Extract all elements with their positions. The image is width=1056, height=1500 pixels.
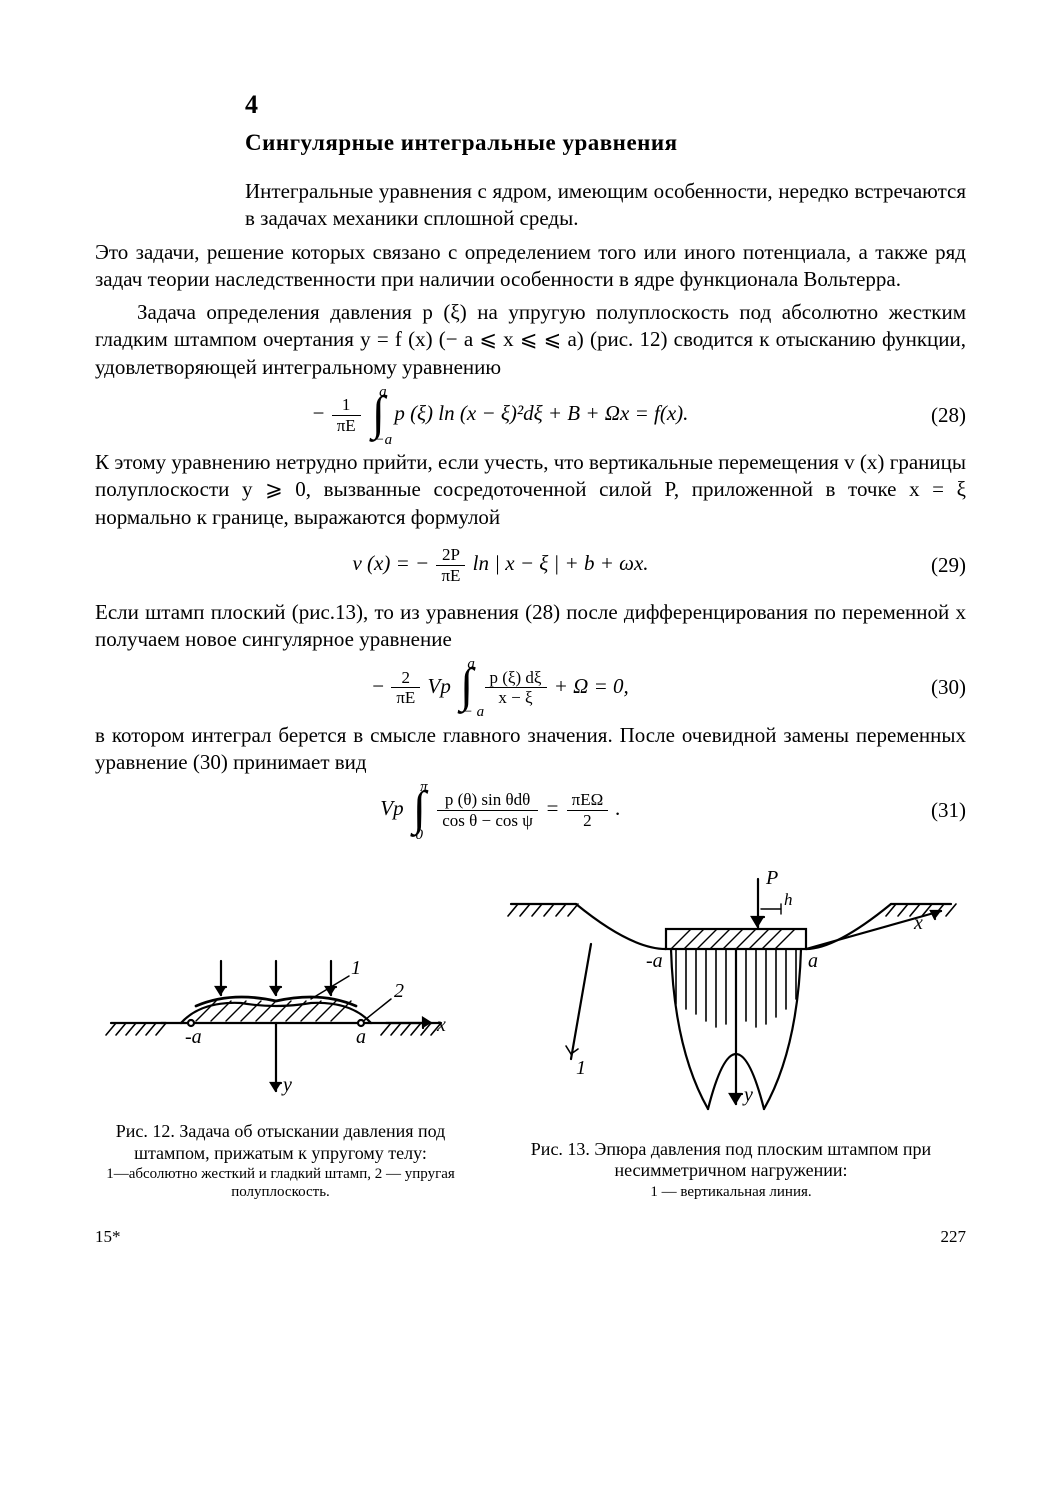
- eq30-frac1-den: πE: [391, 688, 420, 708]
- fig12-label-1: 1: [351, 957, 361, 979]
- eq29-tail: ln | x − ξ | + b + ωx.: [473, 551, 649, 575]
- figure-12-svg: 1 2 -a a x y: [101, 931, 461, 1111]
- equation-29: v (x) = − 2PπE ln | x − ξ | + b + ωx. (2…: [95, 545, 966, 585]
- fig12-label-x: x: [436, 1014, 446, 1036]
- equation-31: Vp π ∫ 0 p (θ) sin θdθcos θ − cos ψ = πE…: [95, 790, 966, 830]
- fig13-label-h: h: [784, 890, 793, 909]
- equation-30: − 2πE Vp a ∫ − a p (ξ) dξx − ξ + Ω = 0, …: [95, 668, 966, 708]
- equation-28: − 1πE a ∫ −a p (ξ) ln (x − ξ)²dξ + B + Ω…: [95, 395, 966, 435]
- eq31-frac2-den: 2: [567, 811, 609, 831]
- paragraph-4: Если штамп плоский (рис.13), то из уравн…: [95, 599, 966, 654]
- eq28-frac-den: πE: [332, 416, 361, 436]
- integral-sign: π ∫ 0: [413, 791, 426, 830]
- eq30-tail: + Ω = 0,: [554, 674, 629, 698]
- fig13-label-x: x: [913, 912, 923, 934]
- eq31-frac2-num: πEΩ: [567, 790, 609, 811]
- figure-13: P h -a a x y 1 Рис. 13. Эпюра давления п…: [496, 849, 966, 1201]
- eq28-tail: + B + Ωx = f(x).: [548, 401, 689, 425]
- eq28-frac-num: 1: [332, 395, 361, 416]
- eq31-mid: =: [545, 796, 564, 820]
- eq30-frac2-num: p (ξ) dξ: [485, 668, 547, 689]
- eq30-mid: Vp: [428, 674, 457, 698]
- page-footer: 15* 227: [95, 1227, 966, 1247]
- fig12-label-2: 2: [394, 980, 404, 1002]
- fig12-label-minus-a: -a: [185, 1026, 202, 1048]
- paragraph-5: в котором интеграл берется в смысле глав…: [95, 722, 966, 777]
- eq31-frac1-den: cos θ − cos ψ: [437, 811, 538, 831]
- fig13-label-1: 1: [576, 1057, 586, 1079]
- page: 4 Сингулярные интегральные уравнения Инт…: [0, 0, 1056, 1500]
- fig13-label-y: y: [742, 1084, 753, 1106]
- chapter-title: Сингулярные интегральные уравнения: [245, 130, 966, 156]
- paragraph-2: Задача определения давления p (ξ) на упр…: [95, 299, 966, 381]
- eq28-integrand: p (ξ) ln (x − ξ)²dξ: [394, 401, 542, 425]
- eq30-frac1-num: 2: [391, 668, 420, 689]
- eq30-frac2-den: x − ξ: [485, 688, 547, 708]
- paragraph-lead-cont: Это задачи, решение которых связано с оп…: [95, 239, 966, 294]
- integral-sign: a ∫ − a: [460, 668, 473, 707]
- fig12-caption: Рис. 12. Задача об отыскании давления по…: [95, 1121, 466, 1164]
- fig12-label-y: y: [281, 1074, 292, 1096]
- eq29-lead: v (x) = −: [352, 551, 434, 575]
- footer-right: 227: [941, 1227, 967, 1247]
- eq31-number: (31): [906, 798, 966, 823]
- paragraph-lead: Интегральные уравнения с ядром, имеющим …: [95, 178, 966, 233]
- chapter-number: 4: [245, 90, 966, 120]
- eq29-frac-num: 2P: [436, 545, 465, 566]
- figures-row: 1 2 -a a x y Рис. 12. Задача об отыскани…: [95, 849, 966, 1201]
- figure-13-svg: P h -a a x y 1: [496, 849, 966, 1129]
- fig13-caption: Рис. 13. Эпюра давления под плоским штам…: [496, 1139, 966, 1182]
- lead-line: Интегральные уравнения с ядром, имеющим …: [245, 178, 966, 233]
- fig12-label-a: a: [356, 1026, 366, 1048]
- integral-sign: a ∫ −a: [372, 396, 385, 435]
- eq31-frac1-num: p (θ) sin θdθ: [437, 790, 538, 811]
- eq30-number: (30): [906, 675, 966, 700]
- eq28-number: (28): [906, 403, 966, 428]
- fig13-label-a: a: [808, 950, 818, 972]
- eq29-number: (29): [906, 553, 966, 578]
- fig13-subcaption: 1 — вертикальная линия.: [496, 1184, 966, 1201]
- eq31-lead: Vp: [380, 796, 409, 820]
- footer-left: 15*: [95, 1227, 121, 1247]
- eq31-tail: .: [615, 796, 620, 820]
- figure-12: 1 2 -a a x y Рис. 12. Задача об отыскани…: [95, 931, 466, 1201]
- fig13-label-minus-a: -a: [646, 950, 663, 972]
- fig13-label-P: P: [765, 867, 778, 889]
- paragraph-3: К этому уравнению нетрудно прийти, если …: [95, 449, 966, 531]
- eq29-frac-den: πE: [436, 566, 465, 586]
- fig12-subcaption: 1—абсолютно жесткий и гладкий штамп, 2 —…: [95, 1166, 466, 1201]
